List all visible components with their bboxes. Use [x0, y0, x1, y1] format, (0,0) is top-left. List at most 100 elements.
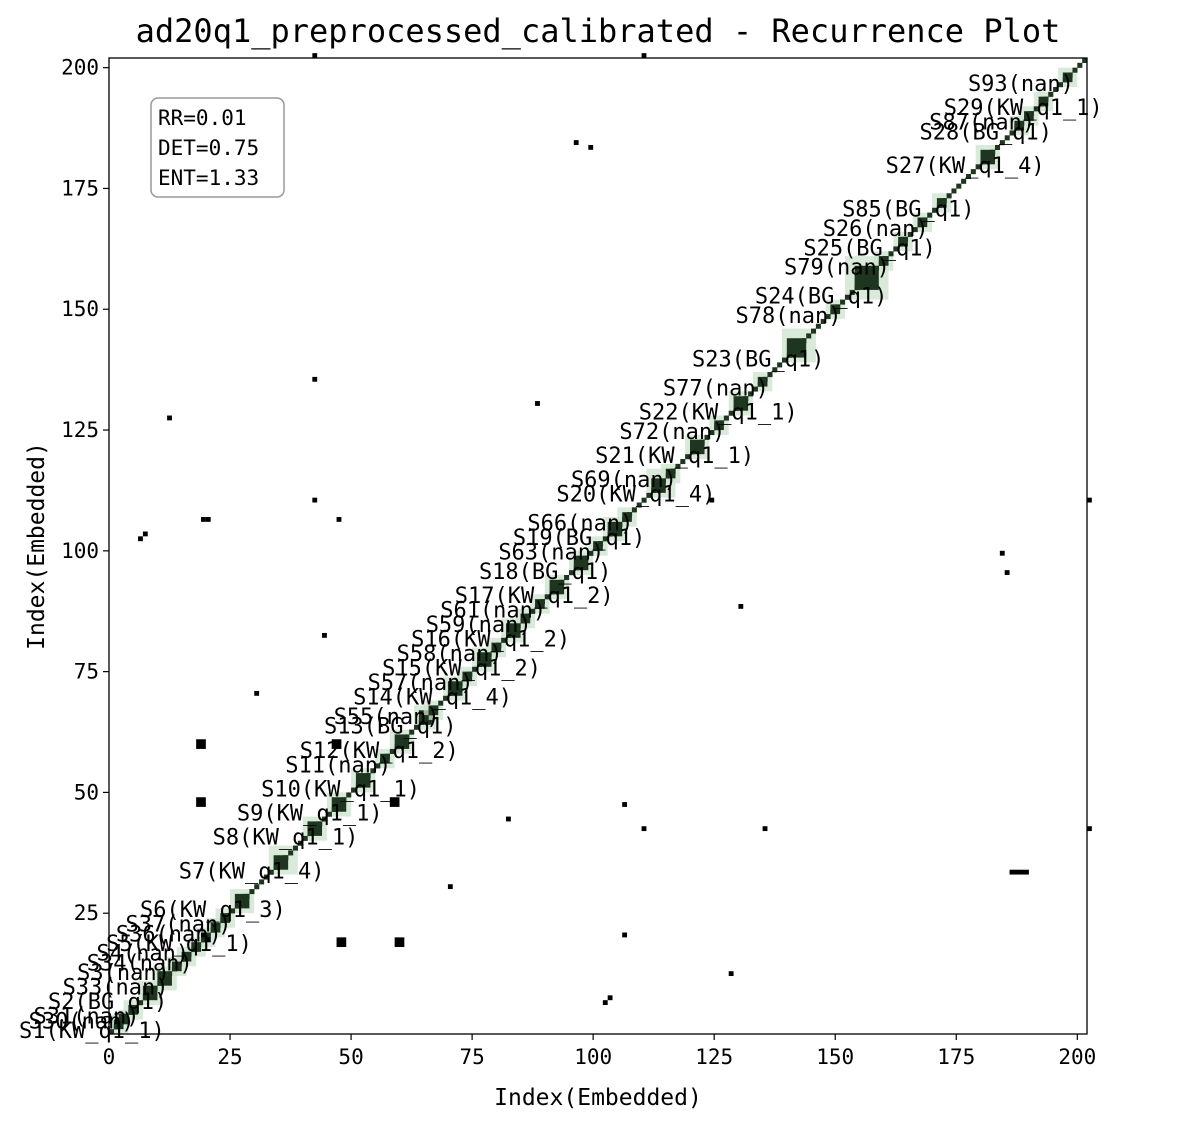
diagonal-cell [796, 343, 802, 349]
segment-label: S55(nan) [334, 705, 440, 730]
diagonal-cell [714, 425, 720, 431]
diagonal-cell [888, 251, 894, 257]
recurrence-point [535, 401, 540, 406]
segment-label: S20(KW_q1_4) [556, 483, 715, 508]
segment-label-layer: S1(KW_q1_1)S30(nan)S31(nan)S2(BG_q1)S33(… [19, 72, 1103, 1044]
diagonal-cell [171, 966, 177, 972]
diagonal-cell [854, 285, 860, 291]
diagonal-cell [762, 376, 768, 382]
diagonal-cell [283, 855, 289, 861]
segment-label: S77(nan) [663, 376, 769, 401]
recurrence-point [200, 517, 206, 522]
diagonal-cell [399, 739, 405, 745]
diagonal-cell [738, 401, 744, 407]
segment-label: S18(BG_q1) [479, 560, 611, 585]
diagonal-cell [922, 217, 928, 223]
recurrence-point [762, 826, 768, 832]
diagonal-cell [835, 304, 841, 310]
recurrence-point [607, 995, 613, 1001]
diagonal-cell [641, 497, 647, 503]
diagonal-cell [457, 681, 463, 687]
diagonal-cell [927, 212, 933, 218]
recurrence-point [205, 517, 211, 522]
x-tick-label: 175 [937, 1045, 975, 1069]
diagonal-cell [476, 661, 483, 667]
diagonal-cell [849, 289, 855, 295]
segment-label: S69(nan) [571, 468, 677, 493]
segment-label: S57(nan) [368, 671, 474, 696]
diagonal-layer [109, 58, 1088, 1035]
chart-title: ad20q1_preprocessed_calibrated - Recurre… [136, 12, 1061, 50]
segment-label: S16(KW_q1_2) [411, 628, 570, 653]
diagonal-cell [869, 270, 875, 276]
diagonal-cell [573, 565, 579, 571]
segment-label: S12(KW_q1_2) [300, 739, 459, 764]
stats-det: DET=0.75 [158, 136, 259, 160]
diagonal-cell [394, 744, 400, 750]
diagonal-cell [651, 488, 657, 494]
diagonal-cell [704, 434, 710, 440]
diagonal-cell [622, 517, 628, 523]
diagonal-cell [302, 835, 308, 841]
y-tick-label: 75 [74, 660, 99, 684]
diagonal-cell [602, 536, 608, 542]
diagonal-cell [167, 971, 173, 977]
diagonal-cell [975, 164, 981, 170]
recurrence-point [506, 816, 511, 822]
diagonal-cell [404, 734, 410, 740]
diagonal-cell [840, 299, 846, 305]
diagonal-cell [757, 381, 763, 387]
diagonal-cell [685, 454, 691, 460]
recurrence-block [331, 739, 342, 749]
recurrence-block [336, 937, 347, 948]
recurrence-point [709, 497, 715, 503]
diagonal-cell [956, 183, 962, 189]
diagonal-cell [447, 690, 453, 696]
diagonal-cell [1053, 86, 1059, 93]
diagonal-cell [660, 478, 666, 484]
diagonal-cell [617, 521, 623, 527]
diagonal-cell [535, 603, 541, 610]
diagonal-cell [1038, 101, 1044, 107]
y-tick-label: 175 [61, 176, 99, 200]
diagonal-cell [409, 729, 415, 735]
diagonal-cell [205, 932, 211, 938]
recurrence-block [1009, 869, 1029, 875]
segment-label: S66(nan) [527, 512, 633, 537]
diagonal-cell [254, 884, 260, 890]
diagonal-cell [181, 956, 187, 962]
diagonal-cell [578, 560, 584, 566]
diagonal-cell [215, 922, 221, 928]
diagonal-cell [689, 449, 696, 455]
diagonal-cell [230, 908, 236, 914]
diagonal-cell [152, 985, 158, 991]
x-tick-label: 50 [338, 1045, 363, 1069]
diagonal-cell [864, 275, 870, 281]
plot-frame [108, 57, 1088, 1035]
stats-rr: RR=0.01 [158, 106, 247, 130]
diagonal-cell [607, 531, 613, 537]
diagonal-cell [351, 787, 357, 793]
segment-label: S78(nan) [736, 304, 842, 329]
diagonal-cell [486, 652, 492, 658]
diagonal-cell [234, 903, 240, 909]
diagonal-cell [564, 574, 570, 581]
diagonal-cell [259, 879, 265, 885]
x-tick-label: 125 [695, 1045, 733, 1069]
stats-box: RR=0.01 DET=0.75 ENT=1.33 [150, 97, 285, 198]
segment-label: S8(KW_q1_1) [213, 826, 359, 851]
segment-label: S9(KW_q1_1) [237, 802, 383, 827]
recurrence-point [641, 53, 647, 58]
diagonal-cell [1014, 125, 1020, 131]
diagonal-cell [656, 483, 662, 489]
segment-label: S5(KW_q1_1) [106, 932, 252, 957]
diagonal-cell [278, 860, 284, 866]
diagonal-cell [346, 792, 352, 798]
diagonal-cell [1019, 120, 1025, 126]
diagonal-cell [598, 541, 604, 547]
diagonal-cell [389, 748, 395, 754]
diagonal-cell [772, 367, 778, 373]
diagonal-cell [317, 821, 323, 827]
diagonal-cell [326, 811, 332, 817]
diagonal-cell [917, 222, 923, 228]
